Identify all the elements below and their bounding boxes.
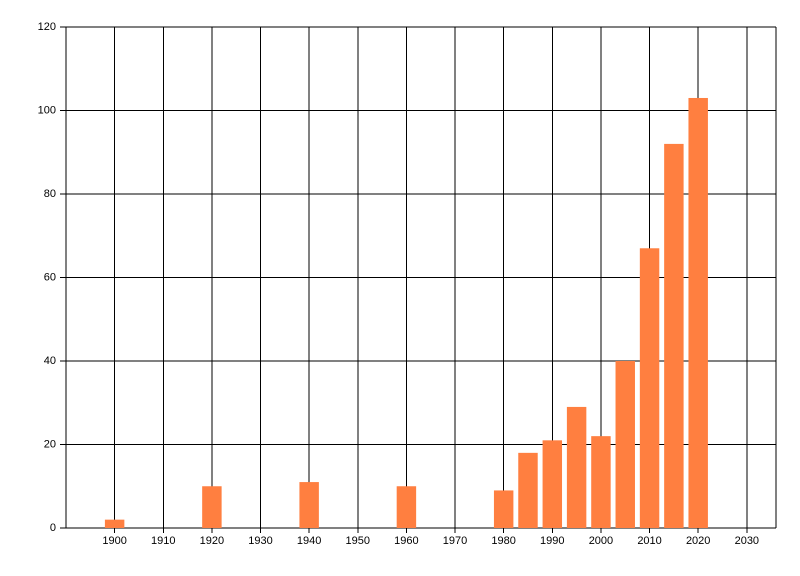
x-tick-label: 1990 [540,535,564,547]
bar [542,440,563,528]
x-tick-label: 1960 [394,535,418,547]
y-tick-label: 120 [38,21,56,33]
x-tick-label: 1910 [151,535,175,547]
x-tick-label: 1900 [102,535,126,547]
bar [104,519,125,528]
x-tick-label: 1940 [297,535,321,547]
x-tick-label: 1980 [491,535,515,547]
y-tick-label: 40 [44,355,56,367]
bar [566,406,587,528]
x-tick-label: 1950 [346,535,370,547]
bar [202,486,222,528]
bar [493,490,514,528]
bar [688,97,708,528]
bar [664,143,684,528]
bar [299,482,319,528]
bar [396,486,417,528]
x-tick-label: 1930 [248,535,272,547]
y-tick-label: 20 [44,438,56,450]
y-tick-label: 60 [44,271,56,283]
y-tick-label: 80 [44,188,56,200]
bar [591,436,611,528]
x-tick-label: 2010 [637,535,661,547]
bar [615,361,635,528]
bar [639,248,660,528]
x-tick-label: 2020 [686,535,710,547]
y-tick-label: 100 [38,104,56,116]
y-tick-label: 0 [50,522,56,534]
bar [518,452,538,528]
x-tick-label: 1970 [443,535,467,547]
x-tick-label: 2030 [735,535,759,547]
x-tick-label: 1920 [200,535,224,547]
x-tick-label: 2000 [589,535,613,547]
